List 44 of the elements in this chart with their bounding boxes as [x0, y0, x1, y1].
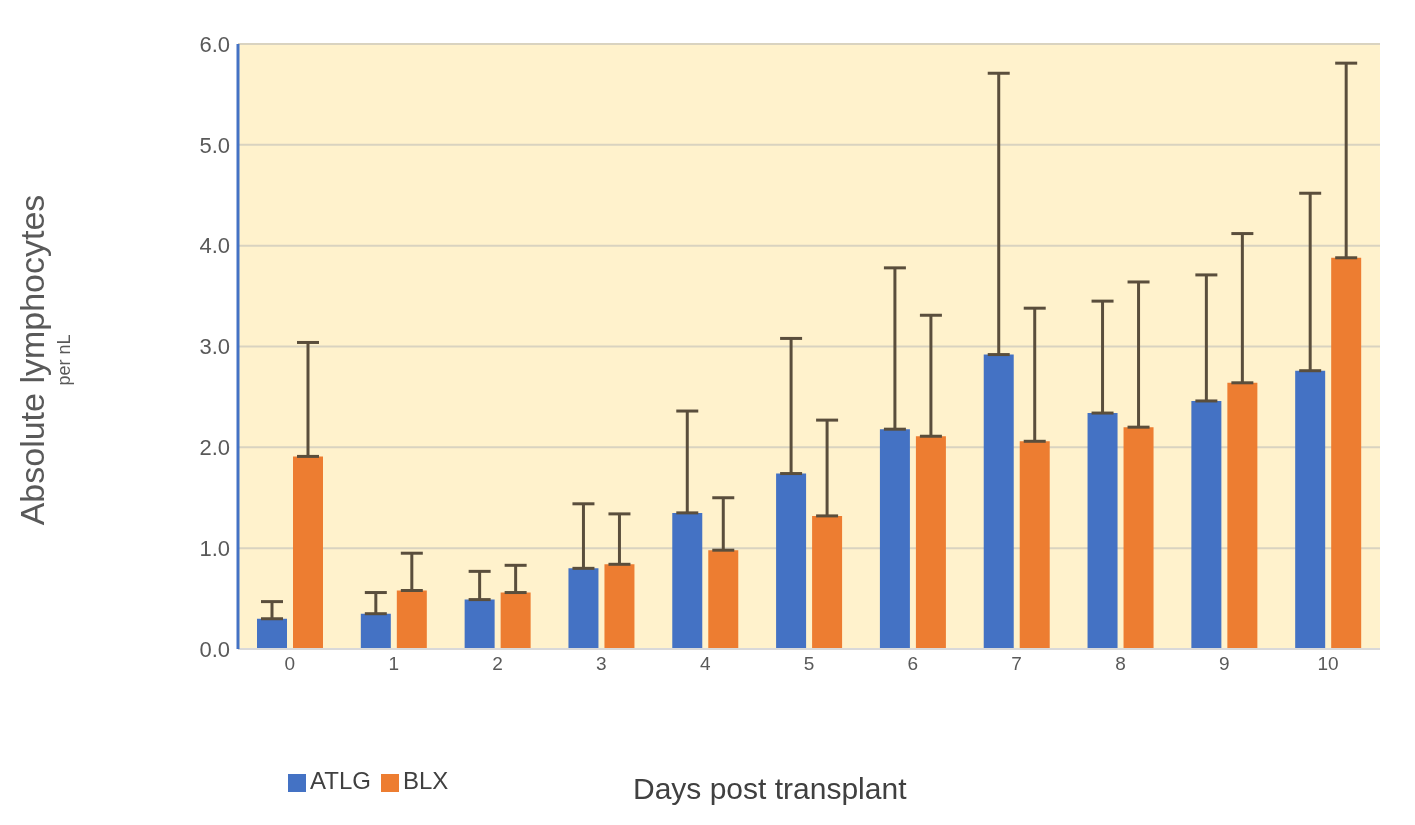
- bar: [1295, 370, 1326, 649]
- bar: [257, 618, 287, 649]
- x-tick-label: 3: [596, 653, 607, 675]
- x-tick-label: 0: [284, 653, 296, 675]
- bar: [396, 590, 427, 649]
- x-tick-label: 5: [803, 653, 815, 675]
- bar: [1227, 382, 1258, 649]
- bar: [1087, 413, 1118, 649]
- bar: [708, 550, 739, 649]
- bar: [879, 429, 910, 649]
- x-tick-label: 10: [1317, 653, 1339, 675]
- x-tick-label: 7: [1011, 653, 1022, 675]
- legend-label: BLX: [402, 767, 449, 794]
- x-axis-title: Days post transplant: [633, 772, 907, 806]
- bar: [1331, 257, 1362, 649]
- x-tick-label: 4: [699, 653, 711, 675]
- x-tick-label: 9: [1218, 653, 1230, 675]
- y-tick-label: 2.0: [199, 435, 230, 461]
- bar: [293, 456, 323, 649]
- bar: [812, 515, 843, 649]
- y-tick-label: 4.0: [199, 233, 230, 259]
- y-tick-label: 5.0: [199, 132, 230, 158]
- y-tick-label: 0.0: [199, 636, 230, 662]
- x-tick-label: 1: [388, 653, 400, 675]
- legend-label: ATLG: [310, 767, 371, 794]
- bar: [672, 512, 703, 649]
- bar: [500, 592, 531, 649]
- bar: [983, 354, 1014, 649]
- bar: [776, 473, 807, 649]
- bar: [915, 436, 946, 649]
- bar: [464, 599, 495, 649]
- bar: [1123, 427, 1154, 649]
- bar: [360, 613, 391, 649]
- bar: [1019, 441, 1050, 649]
- x-tick-label: 8: [1115, 653, 1126, 675]
- x-tick-label: 6: [907, 653, 919, 675]
- y-axis-title: Absolute lymphocytes per nL: [12, 194, 75, 526]
- bar: [1191, 400, 1222, 649]
- y-tick-label: 3.0: [199, 334, 230, 360]
- y-tick-label: 1.0: [199, 535, 230, 561]
- x-tick-label: 2: [492, 653, 503, 675]
- y-tick-label: 6.0: [199, 31, 230, 57]
- bar: [568, 568, 599, 649]
- bar: [604, 564, 635, 649]
